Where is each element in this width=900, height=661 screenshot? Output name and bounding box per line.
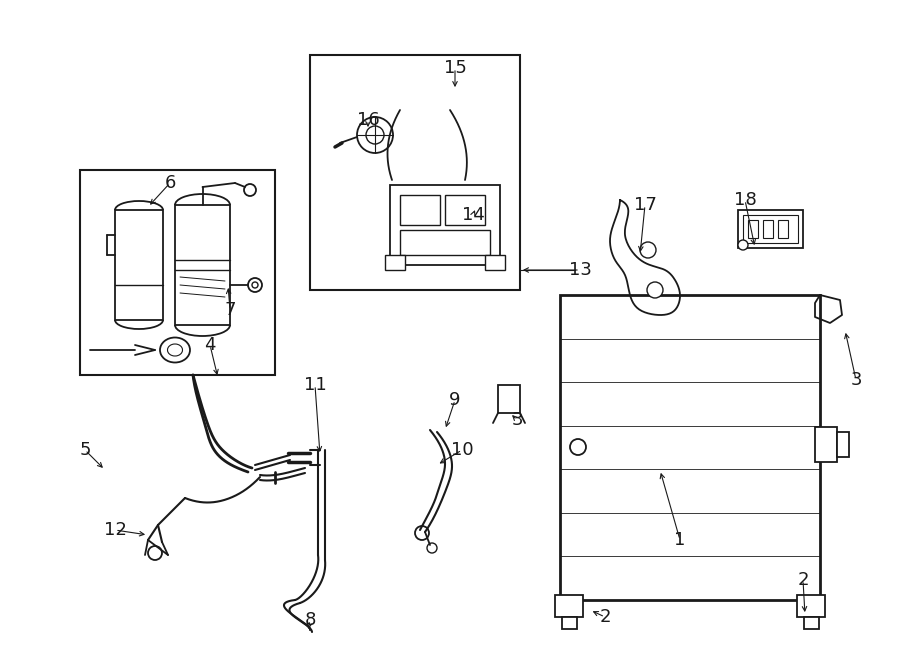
- Circle shape: [357, 117, 393, 153]
- Text: 8: 8: [304, 611, 316, 629]
- Bar: [485, 255, 505, 270]
- Text: 5: 5: [79, 441, 91, 459]
- Circle shape: [427, 543, 437, 553]
- Bar: [310, 55, 520, 290]
- Bar: [445, 195, 485, 225]
- Text: 10: 10: [451, 441, 473, 459]
- Bar: [175, 205, 230, 325]
- Bar: [743, 215, 798, 243]
- Bar: [560, 295, 820, 600]
- Bar: [804, 617, 819, 629]
- Text: 14: 14: [462, 206, 484, 224]
- Bar: [763, 220, 773, 238]
- Text: 4: 4: [204, 336, 216, 354]
- Bar: [400, 195, 440, 225]
- Circle shape: [252, 282, 258, 288]
- Text: 2: 2: [797, 571, 809, 589]
- Bar: [778, 220, 788, 238]
- Bar: [797, 595, 825, 617]
- Circle shape: [248, 278, 262, 292]
- Bar: [815, 427, 837, 462]
- Bar: [837, 432, 849, 457]
- Text: 2: 2: [599, 608, 611, 626]
- Circle shape: [415, 526, 429, 540]
- Text: 17: 17: [634, 196, 656, 214]
- Text: 6: 6: [165, 174, 176, 192]
- Text: 16: 16: [356, 111, 380, 129]
- Text: 1: 1: [674, 531, 686, 549]
- Text: 11: 11: [303, 376, 327, 394]
- Text: 7: 7: [224, 301, 236, 319]
- Circle shape: [366, 126, 384, 144]
- Bar: [555, 595, 583, 617]
- Circle shape: [244, 184, 256, 196]
- Bar: [385, 255, 405, 270]
- Circle shape: [640, 242, 656, 258]
- Text: 13: 13: [569, 261, 591, 279]
- Circle shape: [738, 240, 748, 250]
- Circle shape: [148, 546, 162, 560]
- Text: 3: 3: [511, 411, 523, 429]
- Bar: [80, 170, 275, 375]
- Circle shape: [570, 439, 586, 455]
- Bar: [748, 220, 758, 238]
- Bar: [115, 210, 163, 320]
- Circle shape: [647, 282, 663, 298]
- Bar: [400, 230, 490, 255]
- Text: 15: 15: [444, 59, 466, 77]
- Text: 3: 3: [850, 371, 862, 389]
- Text: 12: 12: [104, 521, 126, 539]
- Bar: [738, 210, 803, 248]
- Bar: [498, 385, 520, 413]
- Bar: [390, 185, 500, 265]
- Bar: [562, 617, 577, 629]
- Text: 9: 9: [449, 391, 461, 409]
- Text: 18: 18: [734, 191, 756, 209]
